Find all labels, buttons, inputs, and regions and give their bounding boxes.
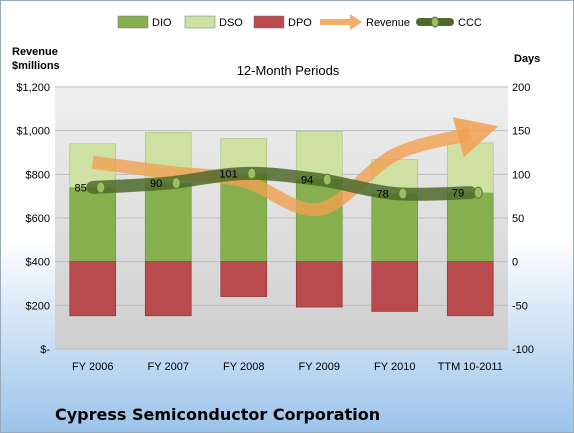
bar-dso — [295, 131, 343, 180]
left-tick-label: $400 — [26, 257, 50, 269]
left-tick-label: $200 — [26, 300, 50, 312]
right-tick-label: -100 — [512, 344, 534, 356]
ccc-point — [171, 177, 181, 190]
ccc-data-label: 101 — [219, 168, 237, 180]
bar-dpo — [446, 261, 494, 317]
ccc-point — [473, 186, 483, 199]
legend-swatch-revenue — [320, 14, 362, 30]
left-tick-label: $800 — [26, 169, 50, 181]
right-tick-label: 0 — [512, 257, 518, 269]
ccc-data-label: 78 — [377, 189, 389, 201]
legend-swatch-ccc — [416, 16, 454, 28]
bar-dio — [371, 193, 419, 262]
left-axis-ticks: $- $200 $400 $600 $800 $1,000 $1,200 — [16, 82, 50, 356]
ccc-point — [247, 167, 257, 180]
bar-dso — [446, 142, 494, 193]
bar-dio — [446, 192, 494, 262]
bar-dpo — [69, 261, 117, 317]
legend-label-revenue: Revenue — [366, 17, 410, 29]
right-tick-label: 200 — [512, 82, 530, 94]
bar-dpo — [144, 261, 192, 317]
ccc-point — [322, 173, 332, 186]
right-axis-ticks: -100 -50 0 50 100 150 200 — [512, 82, 534, 356]
revenue-layer — [91, 117, 499, 217]
bar-dpo — [220, 261, 268, 297]
bar-dio — [144, 182, 192, 262]
right-axis-title: Days — [514, 53, 540, 65]
legend-swatch-dio — [117, 15, 149, 29]
ccc-data-label: 79 — [452, 188, 464, 200]
left-axis-title-line1: Revenue — [12, 46, 58, 58]
left-tick-label: $600 — [26, 213, 50, 225]
x-tick-label: FY 2008 — [223, 361, 264, 373]
legend-label-dso: DSO — [219, 17, 243, 29]
x-tick-label: FY 2010 — [374, 361, 415, 373]
left-axis-title-line2: $millions — [12, 60, 60, 72]
ccc-point — [96, 181, 106, 194]
legend-label-dio: DIO — [152, 17, 172, 29]
x-tick-label: FY 2006 — [72, 361, 113, 373]
left-tick-label: $1,000 — [16, 126, 50, 138]
bar-dio — [69, 187, 117, 262]
right-tick-label: -50 — [512, 300, 528, 312]
x-tick-label: FY 2007 — [148, 361, 189, 373]
x-tick-label: TTM 10-2011 — [438, 361, 503, 373]
x-tick-label: FY 2009 — [299, 361, 340, 373]
bar-dpo — [371, 261, 419, 312]
bar-dpo — [295, 261, 343, 308]
legend: DIO DSO DPO Revenue CCC — [117, 14, 482, 30]
revenue-line — [91, 117, 499, 217]
bar-dio — [295, 179, 343, 262]
ccc-point — [398, 187, 408, 200]
company-name: Cypress Semiconductor Corporation — [55, 405, 380, 424]
x-axis-ticks: FY 2006 FY 2007 FY 2008 FY 2009 FY 2010 TTM 1… — [72, 361, 503, 373]
legend-label-dpo: DPO — [288, 17, 312, 29]
legend-swatch-dso — [184, 15, 216, 29]
bars — [69, 131, 494, 317]
chart-subtitle: 12-Month Periods — [237, 63, 340, 78]
right-tick-label: 50 — [512, 213, 524, 225]
left-tick-label: $- — [40, 344, 50, 356]
ccc-layer: 85 90 101 94 78 79 — [75, 166, 483, 201]
left-tick-label: $1,200 — [16, 82, 50, 94]
right-tick-label: 150 — [512, 126, 530, 138]
right-tick-label: 100 — [512, 169, 530, 181]
ccc-data-label: 94 — [301, 175, 313, 187]
legend-label-ccc: CCC — [458, 17, 482, 29]
ccc-data-label: 85 — [75, 182, 87, 194]
legend-swatch-dpo — [253, 15, 285, 29]
ccc-data-label: 90 — [150, 178, 162, 190]
